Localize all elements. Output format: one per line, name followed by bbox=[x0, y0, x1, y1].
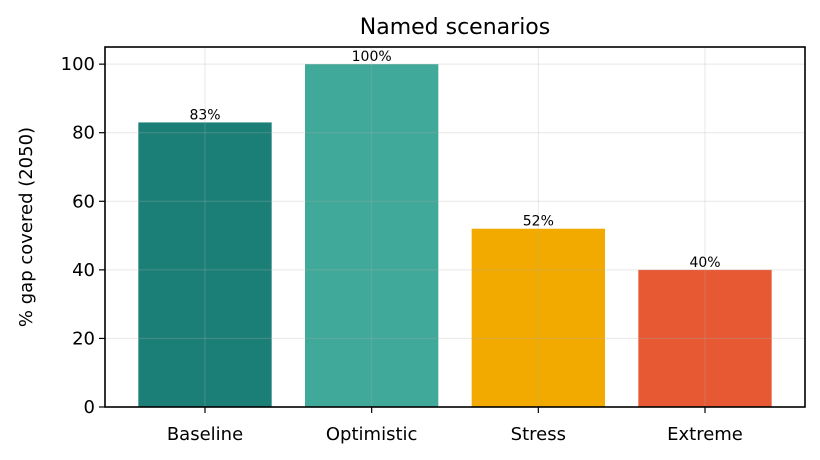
bar-stress bbox=[471, 228, 605, 407]
data-label-optimistic: 100% bbox=[352, 49, 392, 65]
bars-group bbox=[138, 64, 772, 408]
bar-optimistic bbox=[305, 64, 439, 408]
x-tick-label-stress: Stress bbox=[511, 424, 566, 445]
data-label-baseline: 83% bbox=[189, 107, 220, 123]
y-tick-label: 40 bbox=[72, 260, 95, 281]
chart-title: Named scenarios bbox=[360, 15, 550, 40]
x-tick-label-baseline: Baseline bbox=[167, 424, 243, 445]
bar-extreme bbox=[638, 269, 772, 407]
ticks-group: 0 20 40 60 80 100 Baseline Optimistic Stress Extr… bbox=[61, 54, 743, 445]
y-tick-label: 80 bbox=[72, 123, 95, 144]
y-tick-label: 100 bbox=[61, 54, 95, 75]
bar-baseline bbox=[138, 122, 272, 407]
y-tick-label: 20 bbox=[72, 328, 95, 349]
x-tick-label-extreme: Extreme bbox=[667, 424, 743, 445]
y-tick-label: 60 bbox=[72, 191, 95, 212]
data-label-stress: 52% bbox=[523, 214, 554, 230]
data-labels-group: 83% 100% 52% 40% bbox=[189, 49, 720, 271]
x-tick-label-optimistic: Optimistic bbox=[326, 424, 418, 445]
y-tick-label: 0 bbox=[84, 397, 95, 418]
y-axis-label: % gap covered (2050) bbox=[16, 127, 37, 327]
plot-frame bbox=[104, 46, 806, 408]
data-label-extreme: 40% bbox=[689, 255, 720, 271]
